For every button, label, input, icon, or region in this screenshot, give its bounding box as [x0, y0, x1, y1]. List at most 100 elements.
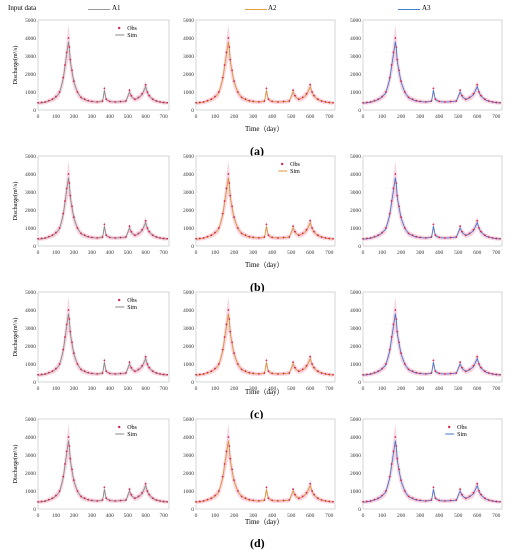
obs-point	[64, 200, 66, 202]
obs-point	[369, 373, 372, 375]
obs-point	[96, 373, 99, 375]
obs-point	[472, 491, 475, 494]
obs-point	[384, 363, 387, 365]
x-tick-label: 500	[454, 114, 463, 120]
obs-point	[377, 98, 380, 101]
obs-point	[144, 219, 147, 222]
x-tick-label: 700	[159, 386, 168, 392]
obs-point	[294, 366, 296, 369]
obs-point	[159, 237, 161, 239]
obs-point	[411, 98, 414, 101]
x-tick-label: 500	[287, 114, 296, 120]
obs-point	[44, 237, 47, 239]
x-tick-label: 0	[362, 386, 365, 392]
obs-point	[128, 225, 131, 228]
obs-point	[438, 499, 441, 502]
obs-point	[101, 100, 104, 102]
obs-point	[47, 235, 50, 238]
obs-point	[267, 234, 270, 237]
obs-point	[403, 490, 406, 492]
obs-point	[55, 494, 57, 497]
obs-point	[415, 371, 418, 374]
obs-point	[419, 236, 422, 239]
obs-point	[332, 373, 334, 376]
y-tick-label: 1000	[350, 362, 361, 368]
obs-point	[263, 236, 266, 238]
obs-point	[37, 237, 39, 240]
x-tick-label: 200	[70, 513, 79, 519]
obs-point	[214, 95, 216, 98]
x-tick-label: 200	[70, 114, 79, 120]
legend-obs-label: Obs	[127, 425, 137, 431]
obs-point	[288, 372, 291, 374]
obs-point	[252, 499, 255, 502]
obs-point	[128, 89, 131, 92]
obs-point	[44, 101, 47, 103]
y-tick-label: 5000	[350, 417, 361, 423]
y-tick-label: 4000	[25, 435, 36, 441]
obs-point	[403, 363, 406, 365]
y-tick-label: 3000	[183, 453, 194, 459]
obs-point	[227, 37, 230, 39]
obs-point	[292, 488, 295, 491]
obs-point	[419, 499, 422, 502]
obs-point	[297, 98, 300, 101]
obs-point	[137, 368, 140, 371]
obs-point	[40, 101, 43, 104]
obs-point	[210, 497, 213, 500]
obs-point	[313, 493, 315, 496]
obs-point	[430, 236, 433, 238]
obs-point	[80, 232, 82, 235]
x-tick-label: 100	[211, 513, 220, 519]
obs-point	[461, 94, 463, 97]
obs-point	[65, 187, 68, 190]
obs-point	[400, 479, 402, 482]
obs-point	[198, 500, 201, 503]
obs-point	[468, 368, 471, 371]
obs-point	[236, 363, 239, 365]
obs-point	[229, 194, 232, 197]
obs-point	[51, 497, 54, 500]
obs-point	[362, 101, 364, 104]
panel-r1-c3: 0 1000 2000 3000 4000 5000 0 100 200 300 400 500 600…	[350, 18, 503, 120]
obs-point	[495, 373, 498, 376]
obs-point	[155, 236, 158, 238]
obs-point	[67, 309, 70, 311]
y-tick-label: 1000	[25, 362, 36, 368]
obs-point	[166, 373, 169, 376]
obs-point	[248, 498, 251, 501]
obs-point	[40, 237, 43, 240]
y-tick-label: 5000	[25, 417, 36, 423]
obs-point	[424, 101, 427, 103]
obs-point	[464, 234, 467, 237]
obs-point	[381, 367, 383, 370]
obs-point	[37, 373, 39, 376]
obs-point	[128, 361, 131, 364]
obs-point	[214, 494, 216, 497]
obs-point	[71, 468, 73, 471]
obs-point	[430, 372, 433, 374]
obs-point	[432, 359, 435, 362]
obs-point	[400, 80, 402, 83]
y-tick-label: 4000	[183, 172, 194, 178]
obs-point	[487, 100, 490, 102]
y-tick-label: 3000	[350, 326, 361, 332]
x-tick-label: 0	[37, 114, 40, 120]
obs-point	[438, 372, 441, 375]
panel-r2-c3: 0 1000 2000 3000 4000 5000 0 100 200 300 400 500 600…	[350, 154, 503, 256]
obs-point	[392, 51, 395, 54]
obs-point	[388, 76, 391, 79]
obs-point	[480, 94, 482, 97]
obs-point	[464, 98, 467, 101]
obs-point	[294, 493, 296, 496]
x-tick-label: 100	[378, 250, 387, 256]
obs-point	[141, 228, 143, 231]
x-tick-label: 300	[416, 386, 425, 392]
obs-point	[276, 101, 279, 103]
y-tick-label: 4000	[183, 435, 194, 441]
x-tick-label: 600	[473, 250, 482, 256]
obs-point	[114, 500, 117, 502]
obs-point	[87, 371, 90, 374]
obs-point	[146, 91, 149, 93]
obs-point	[301, 368, 304, 371]
